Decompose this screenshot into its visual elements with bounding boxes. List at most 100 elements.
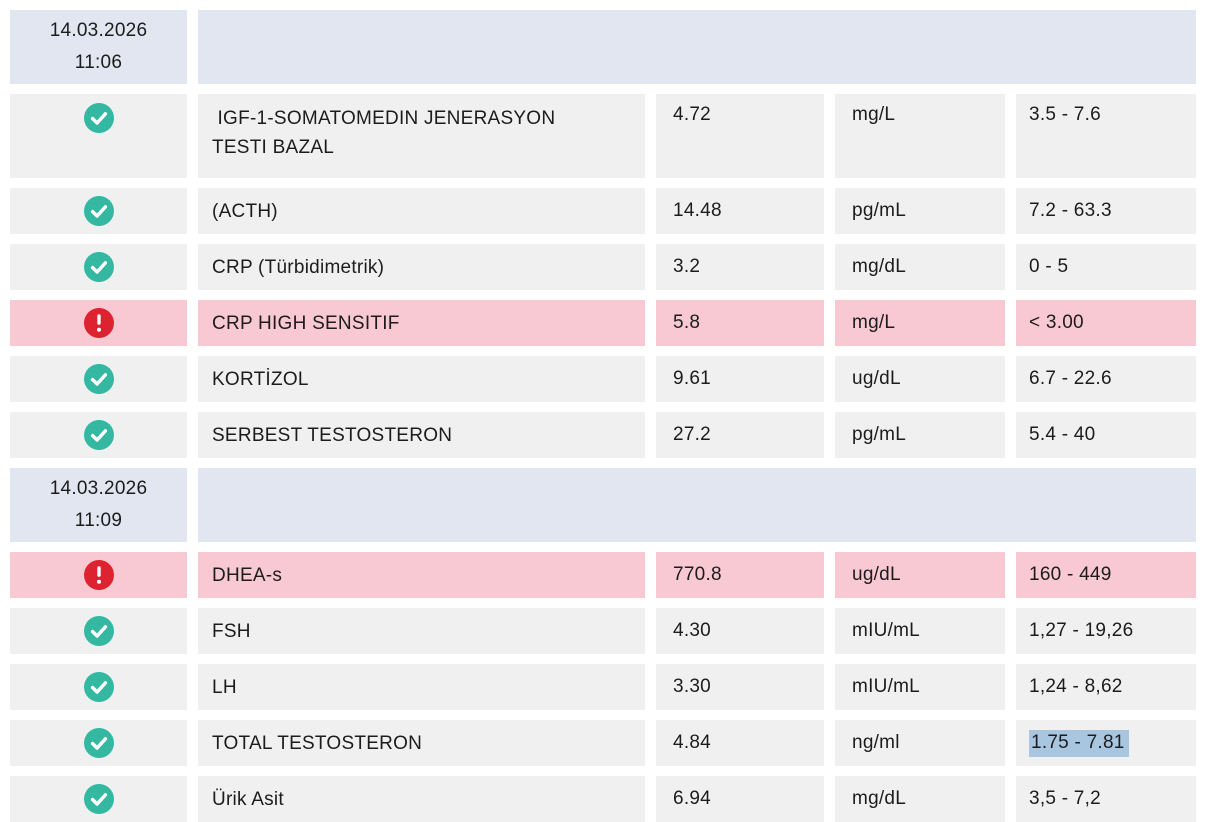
check-circle-icon (83, 616, 114, 646)
result-unit: mg/dL (835, 244, 1005, 290)
test-name: KORTİZOL (198, 356, 645, 402)
date-header-spacer (198, 10, 1196, 84)
test-name: FSH (198, 608, 645, 654)
reference-range-text: 160 - 449 (1029, 564, 1112, 585)
date-cell: 14.03.2026 11:09 (10, 468, 187, 542)
result-unit: mg/L (835, 94, 1005, 178)
status-cell (10, 552, 187, 598)
date-text: 14.03.2026 (49, 20, 148, 41)
results-table: 14.03.2026 11:06 IGF-1-SOMATOMEDIN JENER… (10, 10, 1196, 822)
test-name: CRP (Türbidimetrik) (198, 244, 645, 290)
check-circle-icon (83, 364, 114, 394)
check-circle-icon (83, 252, 114, 282)
status-cell (10, 608, 187, 654)
result-unit: mIU/mL (835, 608, 1005, 654)
check-circle-icon (83, 672, 114, 702)
result-value: 6.94 (656, 776, 824, 822)
result-row[interactable]: FSH 4.30 mIU/mL 1,27 - 19,26 (10, 608, 1196, 654)
check-circle-icon (83, 728, 114, 758)
result-value: 770.8 (656, 552, 824, 598)
reference-range: 0 - 5 (1016, 244, 1196, 290)
result-row[interactable]: LH 3.30 mIU/mL 1,24 - 8,62 (10, 664, 1196, 710)
time-text: 11:09 (74, 510, 123, 531)
check-circle-icon (83, 784, 114, 814)
status-cell (10, 720, 187, 766)
reference-range: 6.7 - 22.6 (1016, 356, 1196, 402)
reference-range: 160 - 449 (1016, 552, 1196, 598)
result-row[interactable]: KORTİZOL 9.61 ug/dL 6.7 - 22.6 (10, 356, 1196, 402)
result-unit: mg/dL (835, 776, 1005, 822)
reference-range: 3,5 - 7,2 (1016, 776, 1196, 822)
result-row[interactable]: SERBEST TESTOSTERON 27.2 pg/mL 5.4 - 40 (10, 412, 1196, 458)
check-circle-icon (83, 784, 114, 814)
result-value: 9.61 (656, 356, 824, 402)
check-circle-icon (83, 420, 114, 450)
test-name: TOTAL TESTOSTERON (198, 720, 645, 766)
result-row[interactable]: CRP (Türbidimetrik) 3.2 mg/dL 0 - 5 (10, 244, 1196, 290)
reference-range: 1.75 - 7.81 (1016, 720, 1196, 766)
status-cell (10, 412, 187, 458)
status-cell (10, 188, 187, 234)
result-unit: pg/mL (835, 188, 1005, 234)
status-cell (10, 664, 187, 710)
test-name: DHEA-s (198, 552, 645, 598)
reference-range-text: < 3.00 (1029, 312, 1084, 333)
status-cell (10, 244, 187, 290)
date-text: 14.03.2026 (49, 478, 148, 499)
reference-range-text: 7.2 - 63.3 (1029, 200, 1112, 221)
check-circle-icon (83, 364, 114, 394)
result-unit: mIU/mL (835, 664, 1005, 710)
time-text: 11:06 (74, 52, 123, 73)
check-circle-icon (83, 196, 114, 226)
reference-range: < 3.00 (1016, 300, 1196, 346)
result-value: 3.30 (656, 664, 824, 710)
reference-range: 7.2 - 63.3 (1016, 188, 1196, 234)
result-row[interactable]: CRP HIGH SENSITIF 5.8 mg/L < 3.00 (10, 300, 1196, 346)
check-circle-icon (83, 728, 114, 758)
status-cell (10, 300, 187, 346)
date-header-row: 14.03.2026 11:06 (10, 10, 1196, 84)
result-row[interactable]: TOTAL TESTOSTERON 4.84 ng/ml 1.75 - 7.81 (10, 720, 1196, 766)
status-cell (10, 776, 187, 822)
status-cell (10, 94, 187, 178)
exclamation-circle-icon (83, 560, 114, 590)
exclamation-circle-icon (83, 308, 114, 338)
test-name: Ürik Asit (198, 776, 645, 822)
check-circle-icon (83, 420, 114, 450)
test-name: (ACTH) (198, 188, 645, 234)
result-unit: mg/L (835, 300, 1005, 346)
result-value: 14.48 (656, 188, 824, 234)
result-row[interactable]: (ACTH) 14.48 pg/mL 7.2 - 63.3 (10, 188, 1196, 234)
test-name: LH (198, 664, 645, 710)
reference-range-text: 6.7 - 22.6 (1029, 368, 1112, 389)
result-row[interactable]: IGF-1-SOMATOMEDIN JENERASYON TESTI BAZAL… (10, 94, 1196, 178)
reference-range-text: 3.5 - 7.6 (1029, 104, 1101, 125)
result-value: 4.30 (656, 608, 824, 654)
check-circle-icon (83, 252, 114, 282)
test-name: IGF-1-SOMATOMEDIN JENERASYON TESTI BAZAL (198, 94, 645, 178)
result-row[interactable]: Ürik Asit 6.94 mg/dL 3,5 - 7,2 (10, 776, 1196, 822)
reference-range-text: 1,27 - 19,26 (1029, 620, 1134, 641)
test-name: CRP HIGH SENSITIF (198, 300, 645, 346)
check-circle-icon (83, 103, 114, 133)
result-value: 5.8 (656, 300, 824, 346)
date-header-spacer (198, 468, 1196, 542)
check-circle-icon (83, 672, 114, 702)
reference-range: 5.4 - 40 (1016, 412, 1196, 458)
test-name: SERBEST TESTOSTERON (198, 412, 645, 458)
reference-range: 1,27 - 19,26 (1016, 608, 1196, 654)
check-circle-icon (83, 103, 114, 133)
check-circle-icon (83, 196, 114, 226)
result-row[interactable]: DHEA-s 770.8 ug/dL 160 - 449 (10, 552, 1196, 598)
result-value: 27.2 (656, 412, 824, 458)
check-circle-icon (83, 616, 114, 646)
exclamation-circle-icon (83, 308, 114, 338)
date-cell: 14.03.2026 11:06 (10, 10, 187, 84)
result-value: 4.84 (656, 720, 824, 766)
reference-range-text: 3,5 - 7,2 (1029, 788, 1101, 809)
result-value: 4.72 (656, 94, 824, 178)
reference-range: 3.5 - 7.6 (1016, 94, 1196, 178)
reference-range-text: 5.4 - 40 (1029, 424, 1096, 445)
date-header-row: 14.03.2026 11:09 (10, 468, 1196, 542)
